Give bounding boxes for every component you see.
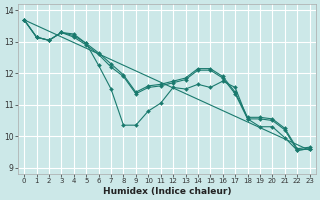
X-axis label: Humidex (Indice chaleur): Humidex (Indice chaleur) (103, 187, 231, 196)
